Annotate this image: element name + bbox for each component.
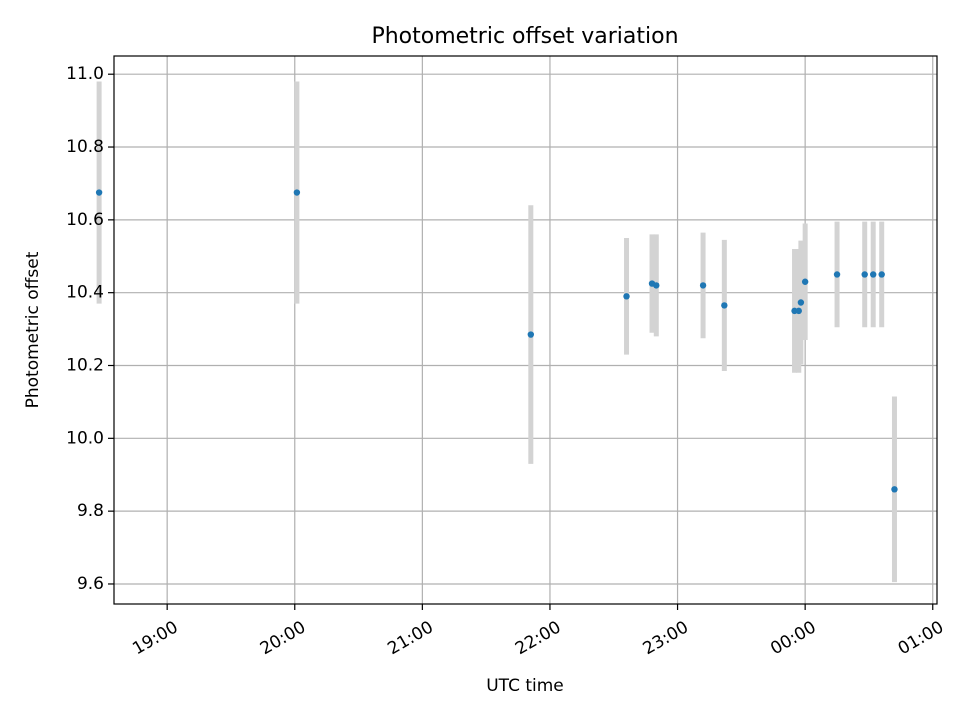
point-layer xyxy=(95,189,898,493)
data-point xyxy=(721,302,728,309)
x-tick-label: 00:00 xyxy=(767,617,819,659)
x-axis-label: UTC time xyxy=(486,676,564,696)
x-tick-label: 21:00 xyxy=(384,617,436,659)
y-tick-label: 10.6 xyxy=(66,210,104,230)
chart-title: Photometric offset variation xyxy=(371,24,678,49)
data-point xyxy=(861,271,868,278)
data-point xyxy=(870,271,877,278)
y-tick-label: 10.4 xyxy=(66,283,104,303)
x-tick-label: 19:00 xyxy=(129,617,181,659)
data-point xyxy=(95,189,103,196)
data-point xyxy=(653,282,660,289)
y-axis-label: Photometric offset xyxy=(23,251,43,408)
x-tick-label: 20:00 xyxy=(257,617,309,659)
data-point xyxy=(623,293,630,300)
y-tick-label: 9.6 xyxy=(77,574,104,594)
data-point xyxy=(699,282,707,289)
errorbar-layer xyxy=(96,81,897,583)
data-point xyxy=(891,486,898,493)
data-point xyxy=(878,271,885,278)
data-point xyxy=(797,299,805,306)
data-point xyxy=(801,278,809,285)
data-point xyxy=(527,331,535,338)
data-point xyxy=(833,271,841,278)
y-tick-label: 10.0 xyxy=(66,428,104,448)
tick-layer: 19:00 20:00 21:00 22:00 23:00 00:00 01:00 9.6 9.… xyxy=(66,64,947,659)
x-tick-label: 01:00 xyxy=(895,617,947,659)
data-point xyxy=(795,307,802,315)
data-point xyxy=(293,189,301,196)
grid-layer xyxy=(114,56,937,604)
x-tick-label: 22:00 xyxy=(512,617,564,659)
y-tick-label: 9.8 xyxy=(77,501,104,521)
plot-frame xyxy=(113,55,938,605)
x-tick-label: 23:00 xyxy=(640,617,692,659)
y-tick-label: 10.8 xyxy=(66,137,104,157)
y-tick-label: 11.0 xyxy=(66,64,104,84)
y-tick-label: 10.2 xyxy=(66,356,104,376)
